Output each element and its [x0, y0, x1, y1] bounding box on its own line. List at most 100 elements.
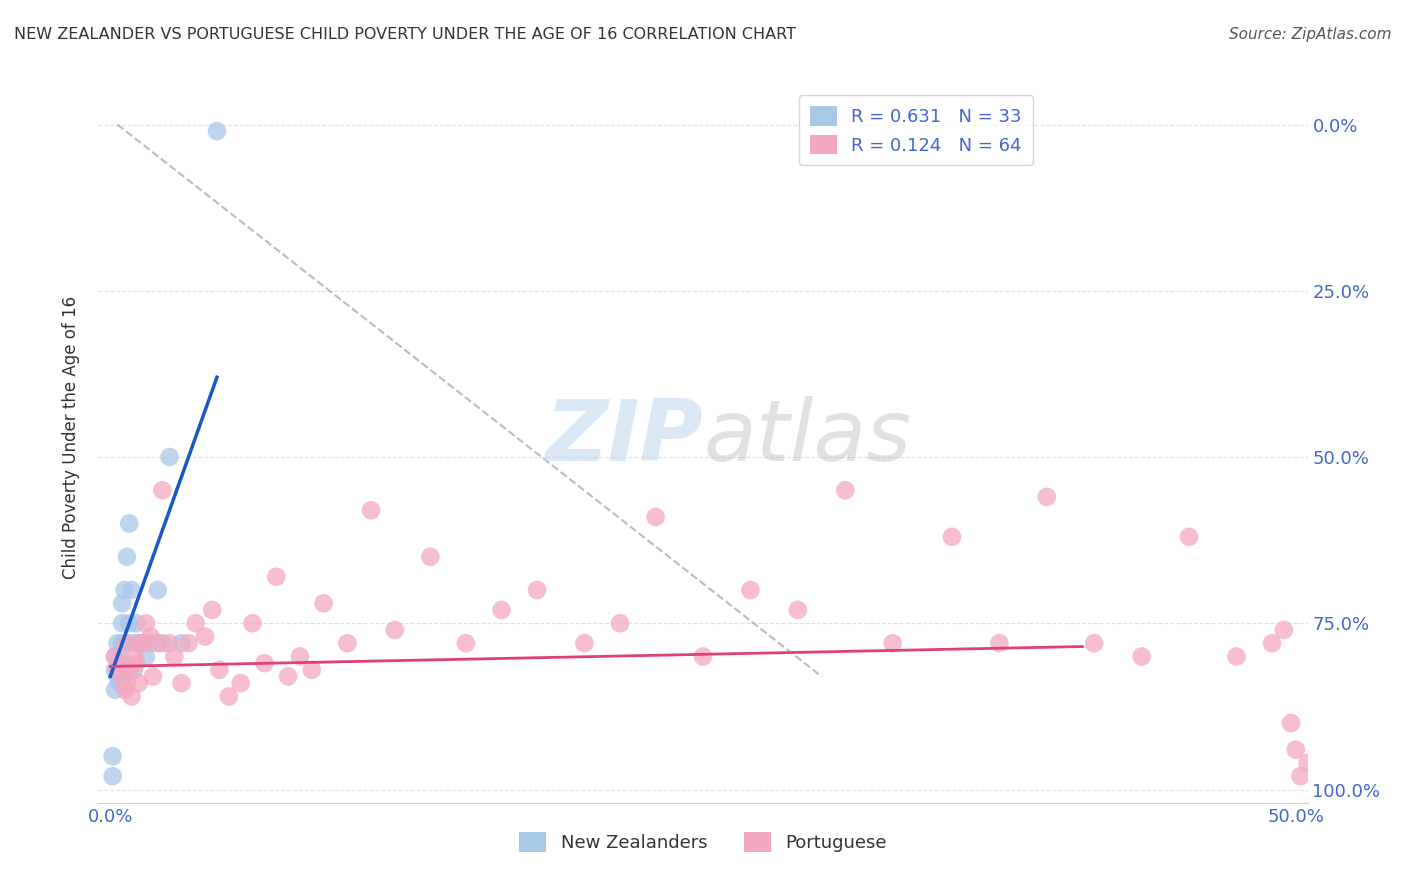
Point	[882, 636, 904, 650]
Point	[988, 636, 1011, 650]
Point	[115, 636, 138, 650]
Y-axis label: Child Poverty Under the Age of 16: Child Poverty Under the Age of 16	[62, 295, 80, 579]
Text: NEW ZEALANDER VS PORTUGUESE CHILD POVERTY UNDER THE AGE OF 16 CORRELATION CHART: NEW ZEALANDER VS PORTUGUESE CHILD POVERT…	[14, 27, 796, 42]
Point	[786, 603, 808, 617]
Point	[152, 483, 174, 498]
Point	[360, 503, 382, 517]
Point	[108, 656, 131, 670]
Text: Source: ZipAtlas.com: Source: ZipAtlas.com	[1229, 27, 1392, 42]
Point	[125, 656, 148, 670]
Point	[111, 596, 134, 610]
Point	[104, 649, 127, 664]
Point	[114, 582, 136, 597]
Point	[1272, 623, 1295, 637]
Point	[1285, 742, 1308, 756]
Point	[1289, 769, 1312, 783]
Point	[118, 663, 141, 677]
Point	[118, 516, 141, 531]
Point	[491, 603, 513, 617]
Point	[128, 636, 150, 650]
Point	[111, 616, 134, 631]
Point	[941, 530, 963, 544]
Text: ZIP: ZIP	[546, 395, 703, 479]
Point	[1178, 530, 1201, 544]
Point	[419, 549, 441, 564]
Point	[135, 649, 157, 664]
Point	[146, 582, 169, 597]
Point	[115, 636, 138, 650]
Point	[101, 749, 124, 764]
Point	[159, 450, 181, 464]
Point	[104, 663, 127, 677]
Point	[218, 690, 240, 704]
Point	[184, 616, 207, 631]
Point	[105, 663, 128, 677]
Point	[108, 656, 131, 670]
Point	[122, 663, 145, 677]
Point	[104, 682, 127, 697]
Text: atlas: atlas	[703, 395, 911, 479]
Point	[201, 603, 224, 617]
Point	[101, 769, 124, 783]
Point	[128, 676, 150, 690]
Point	[152, 636, 174, 650]
Point	[264, 570, 287, 584]
Point	[163, 649, 186, 664]
Point	[170, 676, 193, 690]
Point	[115, 549, 138, 564]
Point	[1261, 636, 1284, 650]
Point	[834, 483, 856, 498]
Point	[115, 676, 138, 690]
Point	[177, 636, 200, 650]
Point	[692, 649, 714, 664]
Point	[114, 636, 136, 650]
Point	[111, 669, 134, 683]
Point	[229, 676, 252, 690]
Point	[1036, 490, 1059, 504]
Point	[644, 509, 666, 524]
Point	[205, 124, 228, 138]
Point	[1296, 756, 1319, 770]
Point	[139, 636, 162, 650]
Legend: New Zealanders, Portuguese: New Zealanders, Portuguese	[512, 825, 894, 860]
Point	[111, 636, 134, 650]
Point	[108, 676, 131, 690]
Point	[105, 636, 128, 650]
Point	[146, 636, 169, 650]
Point	[118, 616, 141, 631]
Point	[194, 630, 217, 644]
Point	[159, 636, 181, 650]
Point	[1083, 636, 1105, 650]
Point	[574, 636, 596, 650]
Point	[170, 636, 193, 650]
Point	[312, 596, 335, 610]
Point	[125, 616, 148, 631]
Point	[208, 663, 231, 677]
Point	[288, 649, 311, 664]
Point	[129, 636, 152, 650]
Point	[1130, 649, 1153, 664]
Point	[105, 669, 128, 683]
Point	[139, 630, 162, 644]
Point	[301, 663, 323, 677]
Point	[526, 582, 548, 597]
Point	[121, 582, 143, 597]
Point	[104, 649, 127, 664]
Point	[122, 649, 145, 664]
Point	[132, 636, 155, 650]
Point	[454, 636, 477, 650]
Point	[336, 636, 359, 650]
Point	[114, 682, 136, 697]
Point	[609, 616, 631, 631]
Point	[1279, 716, 1302, 731]
Point	[108, 649, 131, 664]
Point	[277, 669, 299, 683]
Point	[129, 636, 152, 650]
Point	[384, 623, 406, 637]
Point	[242, 616, 264, 631]
Point	[740, 582, 762, 597]
Point	[142, 669, 165, 683]
Point	[121, 690, 143, 704]
Point	[253, 656, 276, 670]
Point	[105, 663, 128, 677]
